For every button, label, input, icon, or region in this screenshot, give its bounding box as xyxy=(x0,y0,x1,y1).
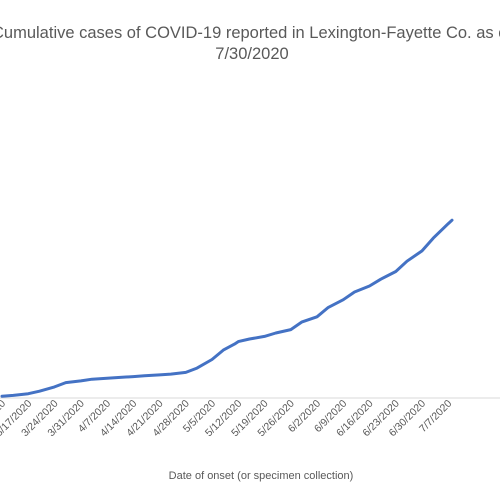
x-tick-group: 3/10/20203/17/20203/24/20203/31/20204/7/… xyxy=(0,398,454,440)
x-axis-title: Date of onset (or specimen collection) xyxy=(169,470,354,482)
series-line xyxy=(0,218,454,398)
chart-title-line-2: 7/30/2020 xyxy=(215,45,288,63)
chart-title-line-1: Cumulative cases of COVID-19 reported in… xyxy=(0,24,500,42)
